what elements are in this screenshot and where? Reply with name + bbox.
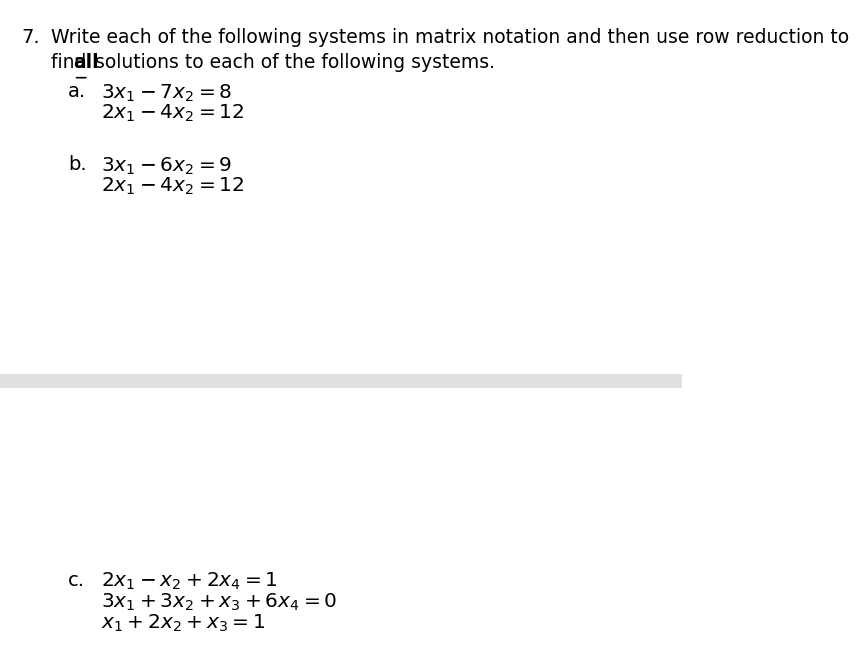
Text: Write each of the following systems in matrix notation and then use row reductio: Write each of the following systems in m… <box>51 28 848 47</box>
Text: c.: c. <box>68 571 85 590</box>
Bar <box>0 374 681 388</box>
Text: all: all <box>73 53 99 72</box>
Text: 7.: 7. <box>22 28 40 47</box>
Text: find: find <box>51 53 92 72</box>
Text: $2x_1 - 4x_2 = 12$: $2x_1 - 4x_2 = 12$ <box>101 103 245 124</box>
Text: $3x_1 - 6x_2 = 9$: $3x_1 - 6x_2 = 9$ <box>101 155 232 177</box>
Text: $x_1 + 2x_2 + x_3 = 1$: $x_1 + 2x_2 + x_3 = 1$ <box>101 612 265 633</box>
Text: a.: a. <box>68 82 86 102</box>
Text: $2x_1 - x_2 + 2x_4 = 1$: $2x_1 - x_2 + 2x_4 = 1$ <box>101 571 277 592</box>
Text: $3x_1 + 3x_2 + x_3 + 6x_4 = 0$: $3x_1 + 3x_2 + x_3 + 6x_4 = 0$ <box>101 592 337 613</box>
Text: $2x_1 - 4x_2 = 12$: $2x_1 - 4x_2 = 12$ <box>101 176 245 197</box>
Text: $3x_1 - 7x_2 = 8$: $3x_1 - 7x_2 = 8$ <box>101 82 232 104</box>
Text: b.: b. <box>68 155 87 175</box>
Text: solutions to each of the following systems.: solutions to each of the following syste… <box>89 53 494 72</box>
